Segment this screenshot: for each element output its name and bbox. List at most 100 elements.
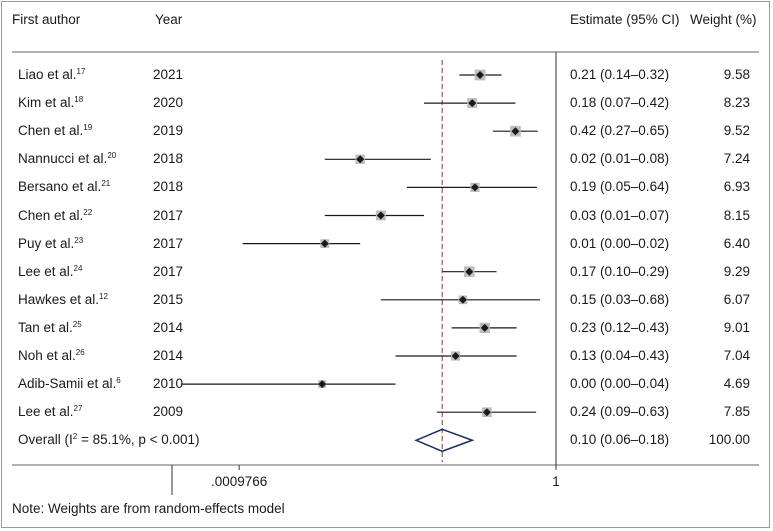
study-reference-number: 18 <box>74 95 84 105</box>
study-author-name: Lee et al. <box>18 404 74 420</box>
study-mark <box>442 266 497 277</box>
study-year: 2010 <box>153 376 184 392</box>
overall-label: Overall (I2 = 85.1%, p < 0.001) <box>18 432 200 448</box>
study-author: Tan et al.25 <box>18 320 82 336</box>
x-tick-label: 1 <box>552 474 560 489</box>
point-estimate-marker <box>511 127 520 136</box>
study-weight: 7.24 <box>723 151 750 167</box>
study-mark <box>242 239 361 249</box>
study-author: Liao et al.17 <box>18 67 85 83</box>
study-year: 2009 <box>153 404 184 420</box>
study-author-name: Adib-Samii et al. <box>18 376 117 392</box>
study-author: Noh et al.26 <box>18 348 85 364</box>
point-estimate-marker <box>320 239 329 248</box>
overall-diamond <box>414 428 475 453</box>
study-author-name: Puy et al. <box>18 235 75 251</box>
study-weight: 8.23 <box>723 95 750 111</box>
study-weight: 7.04 <box>723 348 750 363</box>
study-year: 2017 <box>153 207 184 223</box>
study-weight: 6.40 <box>723 235 750 251</box>
study-year: 2014 <box>153 348 184 363</box>
study-year: 2021 <box>153 67 184 82</box>
study-year: 2014 <box>153 319 184 335</box>
study-author: Puy et al.23 <box>18 236 83 252</box>
study-reference-number: 6 <box>116 376 121 386</box>
study-mark <box>324 154 431 164</box>
study-estimate-ci: 0.03 (0.01–0.07) <box>570 207 670 223</box>
study-estimate-ci: 0.01 (0.00–0.02) <box>570 235 670 251</box>
point-estimate-marker <box>465 267 474 276</box>
study-weight: 9.01 <box>723 319 750 335</box>
study-weight: 9.29 <box>723 263 750 279</box>
study-author: Lee et al.27 <box>18 404 82 420</box>
study-weight: 9.52 <box>723 123 750 139</box>
study-author-name: Noh et al. <box>18 348 76 363</box>
study-mark <box>324 210 425 221</box>
overall-estimate-ci: 0.10 (0.06–0.18) <box>570 432 670 448</box>
study-year: 2020 <box>153 95 184 111</box>
overall-weight: 100.00 <box>708 432 750 448</box>
study-mark <box>181 380 396 389</box>
study-year: 2018 <box>153 179 184 195</box>
overall-label-prefix: Overall (I <box>18 432 73 448</box>
study-estimate-ci: 0.24 (0.09–0.63) <box>570 404 670 420</box>
study-estimate-ci: 0.21 (0.14–0.32) <box>570 67 670 82</box>
study-reference-number: 12 <box>99 291 108 301</box>
study-author: Chen et al.22 <box>18 208 92 224</box>
point-estimate-marker <box>376 211 385 220</box>
study-reference-number: 26 <box>75 348 85 357</box>
study-reference-number: 19 <box>83 123 93 133</box>
study-author: Lee et al.24 <box>18 264 82 280</box>
header-year: Year <box>155 12 183 27</box>
study-weight: 7.85 <box>723 404 750 420</box>
study-author-name: Chen et al. <box>18 123 84 139</box>
study-mark <box>436 407 537 418</box>
study-estimate-ci: 0.02 (0.01–0.08) <box>570 151 670 167</box>
study-reference-number: 24 <box>73 263 83 273</box>
study-author: Adib-Samii et al.6 <box>18 376 121 392</box>
study-author: Kim et al.18 <box>18 95 83 111</box>
study-year: 2018 <box>153 151 184 167</box>
study-weight: 8.15 <box>723 207 750 223</box>
study-author-name: Chen et al. <box>18 207 84 223</box>
point-estimate-marker <box>468 99 477 108</box>
x-tick-label: .0009766 <box>210 474 268 489</box>
study-author: Hawkes et al.12 <box>18 292 108 308</box>
study-weight: 6.93 <box>723 179 750 195</box>
study-mark <box>380 295 541 305</box>
header-weight: Weight (%) <box>690 12 757 27</box>
study-author-name: Lee et al. <box>18 263 74 279</box>
point-estimate-marker <box>470 183 479 192</box>
study-estimate-ci: 0.15 (0.03–0.68) <box>570 291 670 307</box>
study-mark <box>424 98 516 109</box>
study-author-name: Bersano et al. <box>18 179 102 195</box>
study-author-name: Tan et al. <box>18 319 73 335</box>
study-reference-number: 17 <box>76 67 86 76</box>
study-mark <box>406 182 537 192</box>
point-estimate-marker <box>482 408 491 417</box>
study-mark <box>459 69 502 81</box>
study-mark <box>492 125 538 137</box>
header-author: First author <box>12 12 81 27</box>
point-estimate-marker <box>356 155 365 164</box>
study-reference-number: 20 <box>107 151 117 161</box>
study-mark <box>451 322 517 334</box>
point-estimate-marker <box>476 71 485 79</box>
study-weight: 4.69 <box>723 376 750 392</box>
study-author-name: Nannucci et al. <box>18 151 108 167</box>
overall-label-suffix: = 85.1%, p < 0.001) <box>77 432 200 448</box>
study-estimate-ci: 0.23 (0.12–0.43) <box>570 319 670 335</box>
point-estimate-marker <box>451 352 460 360</box>
study-estimate-ci: 0.42 (0.27–0.65) <box>570 123 670 139</box>
study-year: 2019 <box>153 123 184 139</box>
study-estimate-ci: 0.17 (0.10–0.29) <box>570 263 670 279</box>
study-estimate-ci: 0.19 (0.05–0.64) <box>570 179 670 195</box>
point-estimate-marker <box>318 380 327 389</box>
study-reference-number: 22 <box>83 207 93 217</box>
study-author: Nannucci et al.20 <box>18 151 116 167</box>
study-reference-number: 23 <box>74 235 84 245</box>
study-author: Bersano et al.21 <box>18 179 110 195</box>
study-reference-number: 25 <box>72 319 82 329</box>
